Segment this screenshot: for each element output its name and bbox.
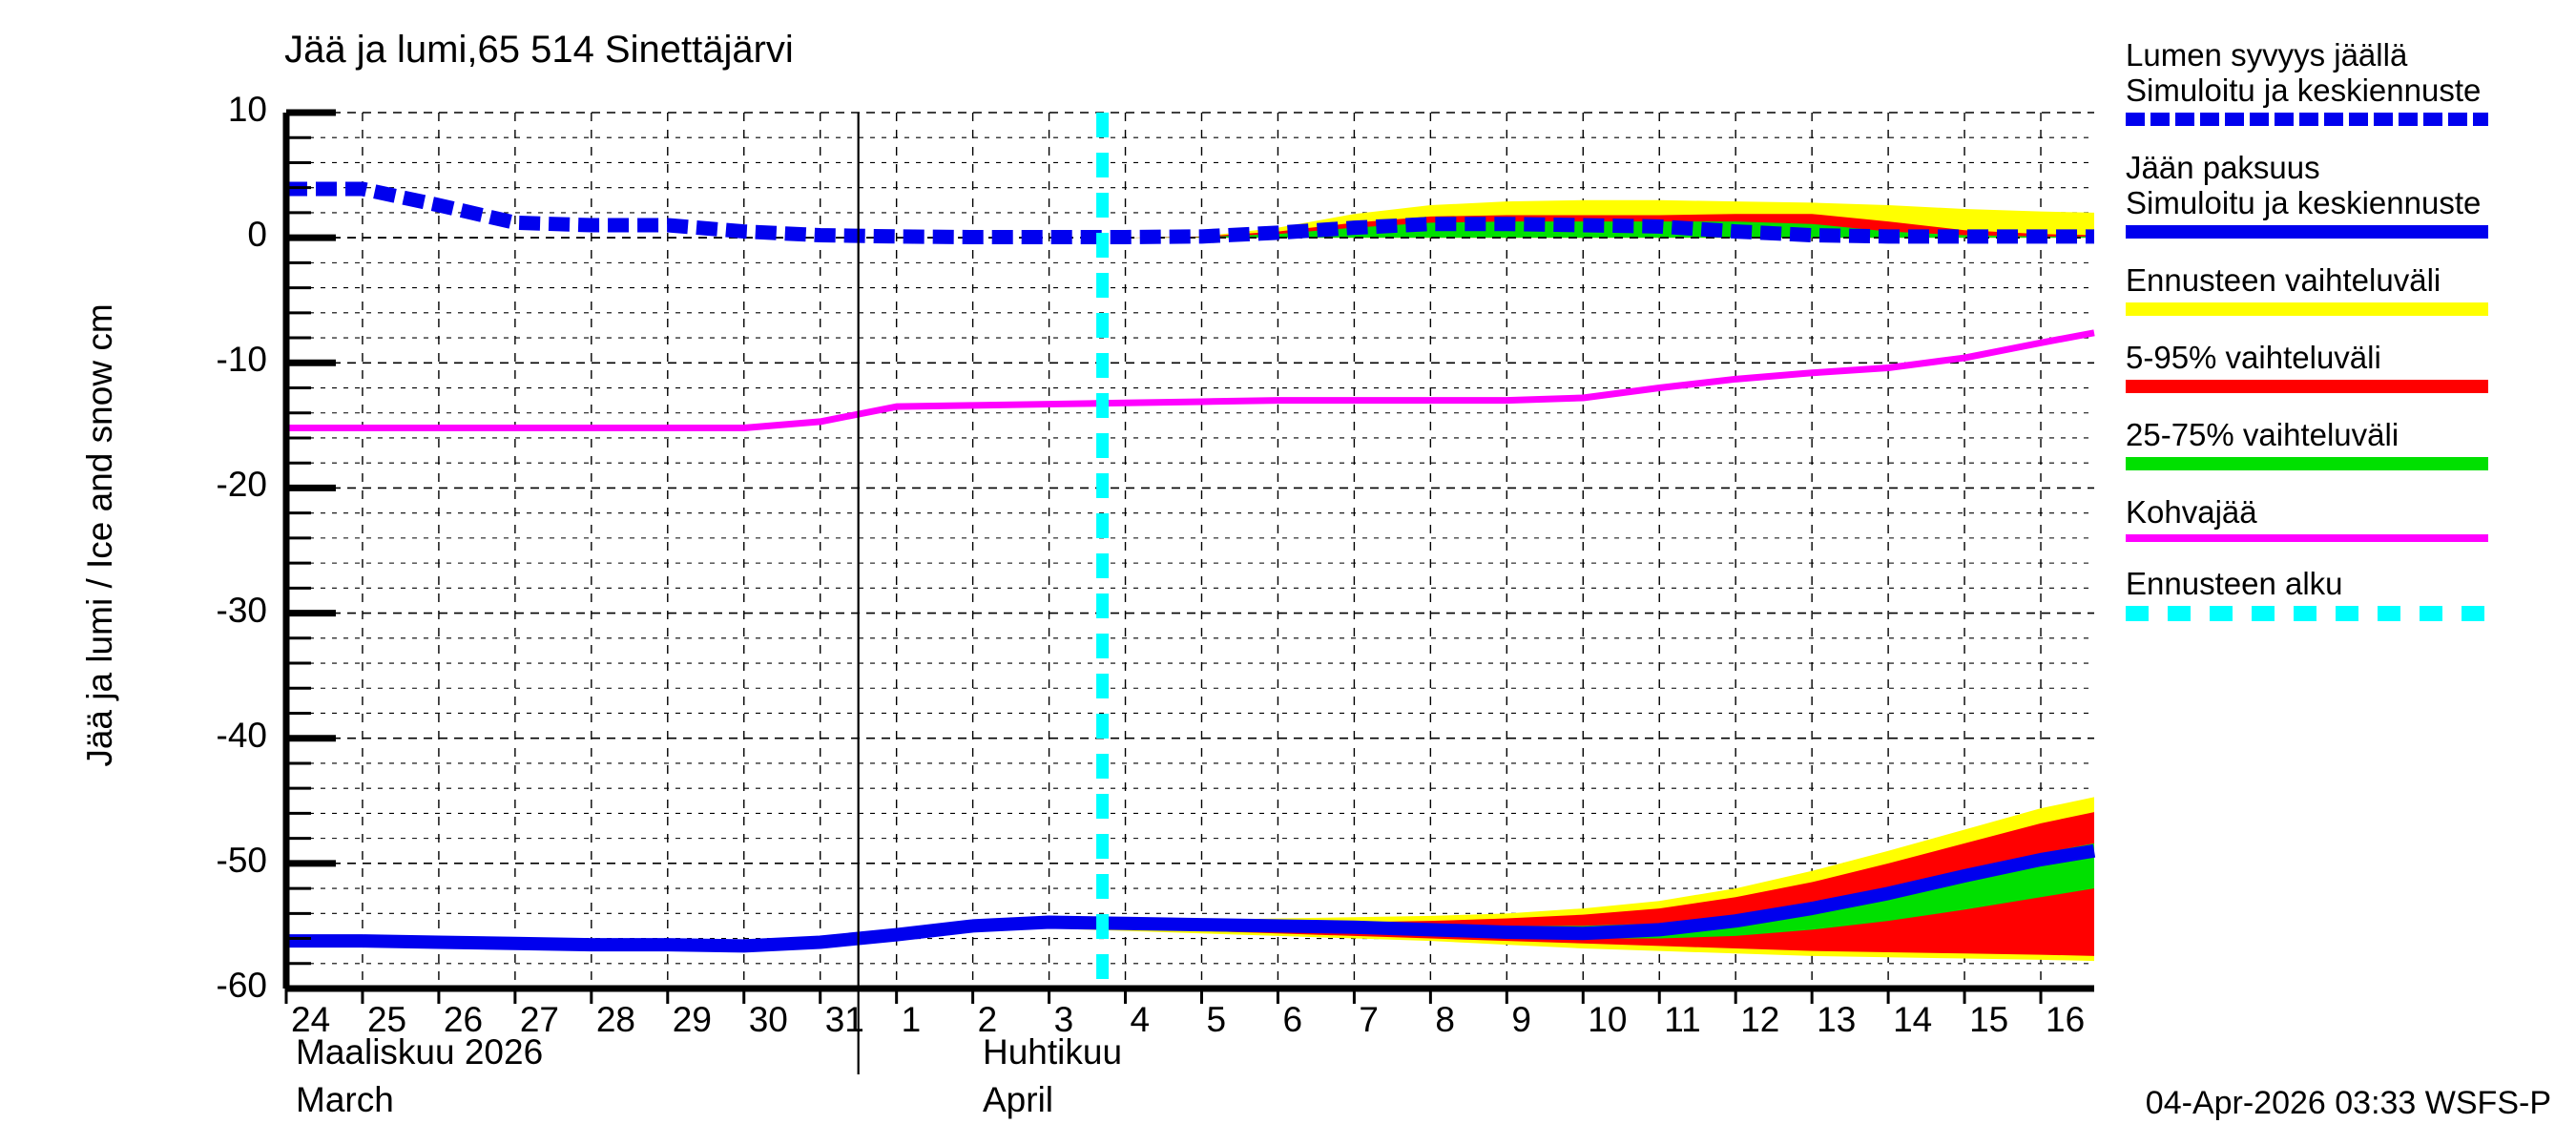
legend-sublabel: Simuloitu ja keskiennuste — [2126, 72, 2482, 108]
y-tick-label: 10 — [227, 90, 267, 129]
x-tick-label: 15 — [1969, 1000, 2009, 1039]
x-tick-label: 13 — [1817, 1000, 1857, 1039]
y-tick-label: -50 — [216, 840, 267, 880]
y-tick-label: -20 — [216, 465, 267, 505]
month-label-en-0: March — [296, 1080, 394, 1119]
legend-label: Ennusteen alku — [2126, 565, 2343, 601]
month-label-en-1: April — [983, 1080, 1054, 1119]
y-tick-label: 0 — [247, 215, 267, 255]
legend-label: Kohvajää — [2126, 493, 2257, 530]
x-tick-label: 30 — [748, 1000, 788, 1039]
chart-legend: Lumen syvyys jäällä Simuloitu ja keskienn… — [2126, 37, 2574, 646]
x-tick-label: 27 — [519, 1000, 560, 1039]
x-tick-label: 11 — [1664, 1000, 1701, 1039]
x-tick-label: 26 — [443, 1000, 484, 1039]
legend-swatch-dash-cyan — [2126, 605, 2488, 621]
legend-swatch-solid-magenta — [2126, 533, 2488, 542]
legend-label: 5-95% vaihteluväli — [2126, 339, 2381, 375]
x-tick-label: 3 — [1053, 1000, 1074, 1039]
y-tick-label: -40 — [216, 715, 267, 755]
x-tick-label: 6 — [1282, 1000, 1303, 1039]
legend-label: Lumen syvyys jäällä — [2126, 37, 2408, 73]
series-line-kohvajaa — [286, 329, 2095, 431]
legend-label: Ennusteen vaihteluväli — [2126, 261, 2441, 298]
band-snow-25-75 — [286, 221, 2094, 239]
band-ice-5-95 — [286, 812, 2094, 956]
legend-swatch-solid-yellow — [2126, 302, 2488, 316]
legend-entry-4: 25-75% vaihteluväli — [2126, 416, 2574, 470]
x-tick-label: 1 — [901, 1000, 922, 1039]
legend-swatch-solid-red — [2126, 379, 2488, 393]
legend-entry-5: Kohvajää — [2126, 493, 2574, 542]
x-tick-label: 24 — [291, 1000, 331, 1039]
page-title: Jää ja lumi,65 514 Sinettäjärvi — [284, 29, 794, 71]
legend-swatch-solid-blue — [2126, 224, 2488, 239]
legend-label: 25-75% vaihteluväli — [2126, 416, 2399, 452]
legend-sublabel: Simuloitu ja keskiennuste — [2126, 184, 2482, 220]
x-tick-label: 4 — [1130, 1000, 1151, 1039]
y-tick-label: -60 — [216, 966, 267, 1005]
x-tick-label: 14 — [1893, 1000, 1933, 1039]
series-line-ice-thickness — [286, 843, 2096, 953]
x-tick-label: 25 — [366, 1000, 407, 1039]
y-tick-label: -30 — [216, 590, 267, 630]
x-tick-label: 7 — [1359, 1000, 1379, 1039]
x-tick-label: 2 — [977, 1000, 998, 1039]
legend-label: Jään paksuus — [2126, 149, 2320, 185]
x-tick-label: 29 — [672, 1000, 712, 1039]
legend-entry-3: 5-95% vaihteluväli — [2126, 339, 2574, 393]
legend-entry-2: Ennusteen vaihteluväli — [2126, 261, 2574, 316]
x-tick-label: 8 — [1435, 1000, 1455, 1039]
footer-timestamp: 04-Apr-2026 03:33 WSFS-P — [2145, 1085, 2551, 1121]
month-label-fi-1: Huhtikuu — [983, 1032, 1123, 1072]
x-tick-label: 28 — [595, 1000, 635, 1039]
legend-swatch-solid-green — [2126, 456, 2488, 470]
legend-entry-6: Ennusteen alku — [2126, 565, 2574, 621]
x-tick-label: 16 — [2046, 1000, 2086, 1039]
x-tick-label: 31 — [824, 1000, 864, 1039]
x-tick-label: 12 — [1740, 1000, 1780, 1039]
legend-entry-1: Jään paksuus Simuloitu ja keskiennuste — [2126, 149, 2574, 239]
month-label-fi-0: Maaliskuu 2026 — [296, 1032, 544, 1072]
x-tick-label: 5 — [1206, 1000, 1227, 1039]
y-tick-label: -10 — [216, 340, 267, 380]
series-line-snow-depth — [286, 181, 2094, 244]
legend-swatch-dash-blue — [2126, 112, 2488, 126]
x-tick-label: 9 — [1511, 1000, 1531, 1039]
x-tick-label: 10 — [1588, 1000, 1628, 1039]
legend-entry-0: Lumen syvyys jäällä Simuloitu ja keskienn… — [2126, 37, 2574, 126]
